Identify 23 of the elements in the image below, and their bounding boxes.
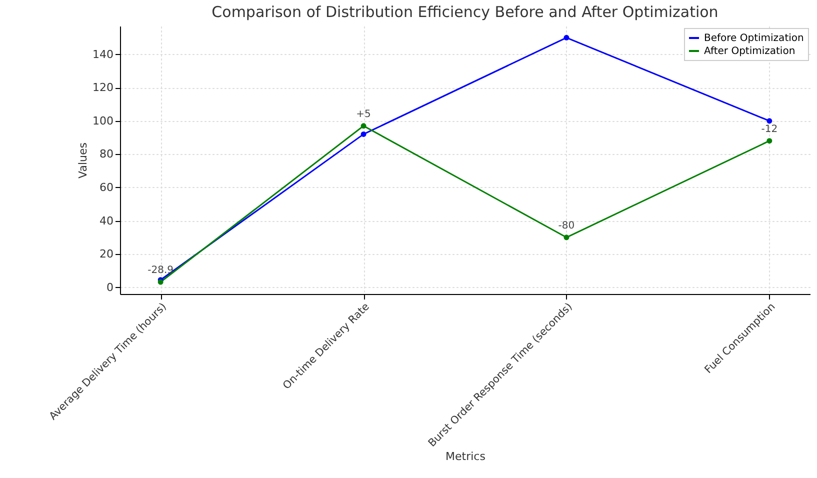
legend-label: Before Optimization xyxy=(704,33,804,44)
y-tick-label: 100 xyxy=(92,114,114,128)
y-tick-label: 40 xyxy=(100,214,114,228)
x-axis-title: Metrics xyxy=(446,450,486,464)
annotation: +5 xyxy=(356,108,371,120)
point xyxy=(564,34,570,40)
y-tick-label: 140 xyxy=(92,48,114,61)
y-tick-label: 60 xyxy=(100,180,114,194)
y-tick-label: 20 xyxy=(100,248,114,261)
y-tick-label: 80 xyxy=(100,148,114,161)
y-tick-label: 120 xyxy=(92,81,114,94)
point xyxy=(360,123,366,129)
annotation: -28.9 xyxy=(148,265,174,276)
legend-label: After Optimization xyxy=(704,46,796,57)
point xyxy=(360,131,366,137)
y-axis-title: Values xyxy=(76,142,90,178)
annotation: -12 xyxy=(761,124,778,135)
y-tick-label: 0 xyxy=(106,280,114,294)
point xyxy=(766,118,772,124)
point xyxy=(564,234,570,240)
annotation: -80 xyxy=(558,220,575,232)
point xyxy=(766,138,772,144)
chart-title: Comparison of Distribution Efficiency Before and After Optimization xyxy=(212,3,718,21)
